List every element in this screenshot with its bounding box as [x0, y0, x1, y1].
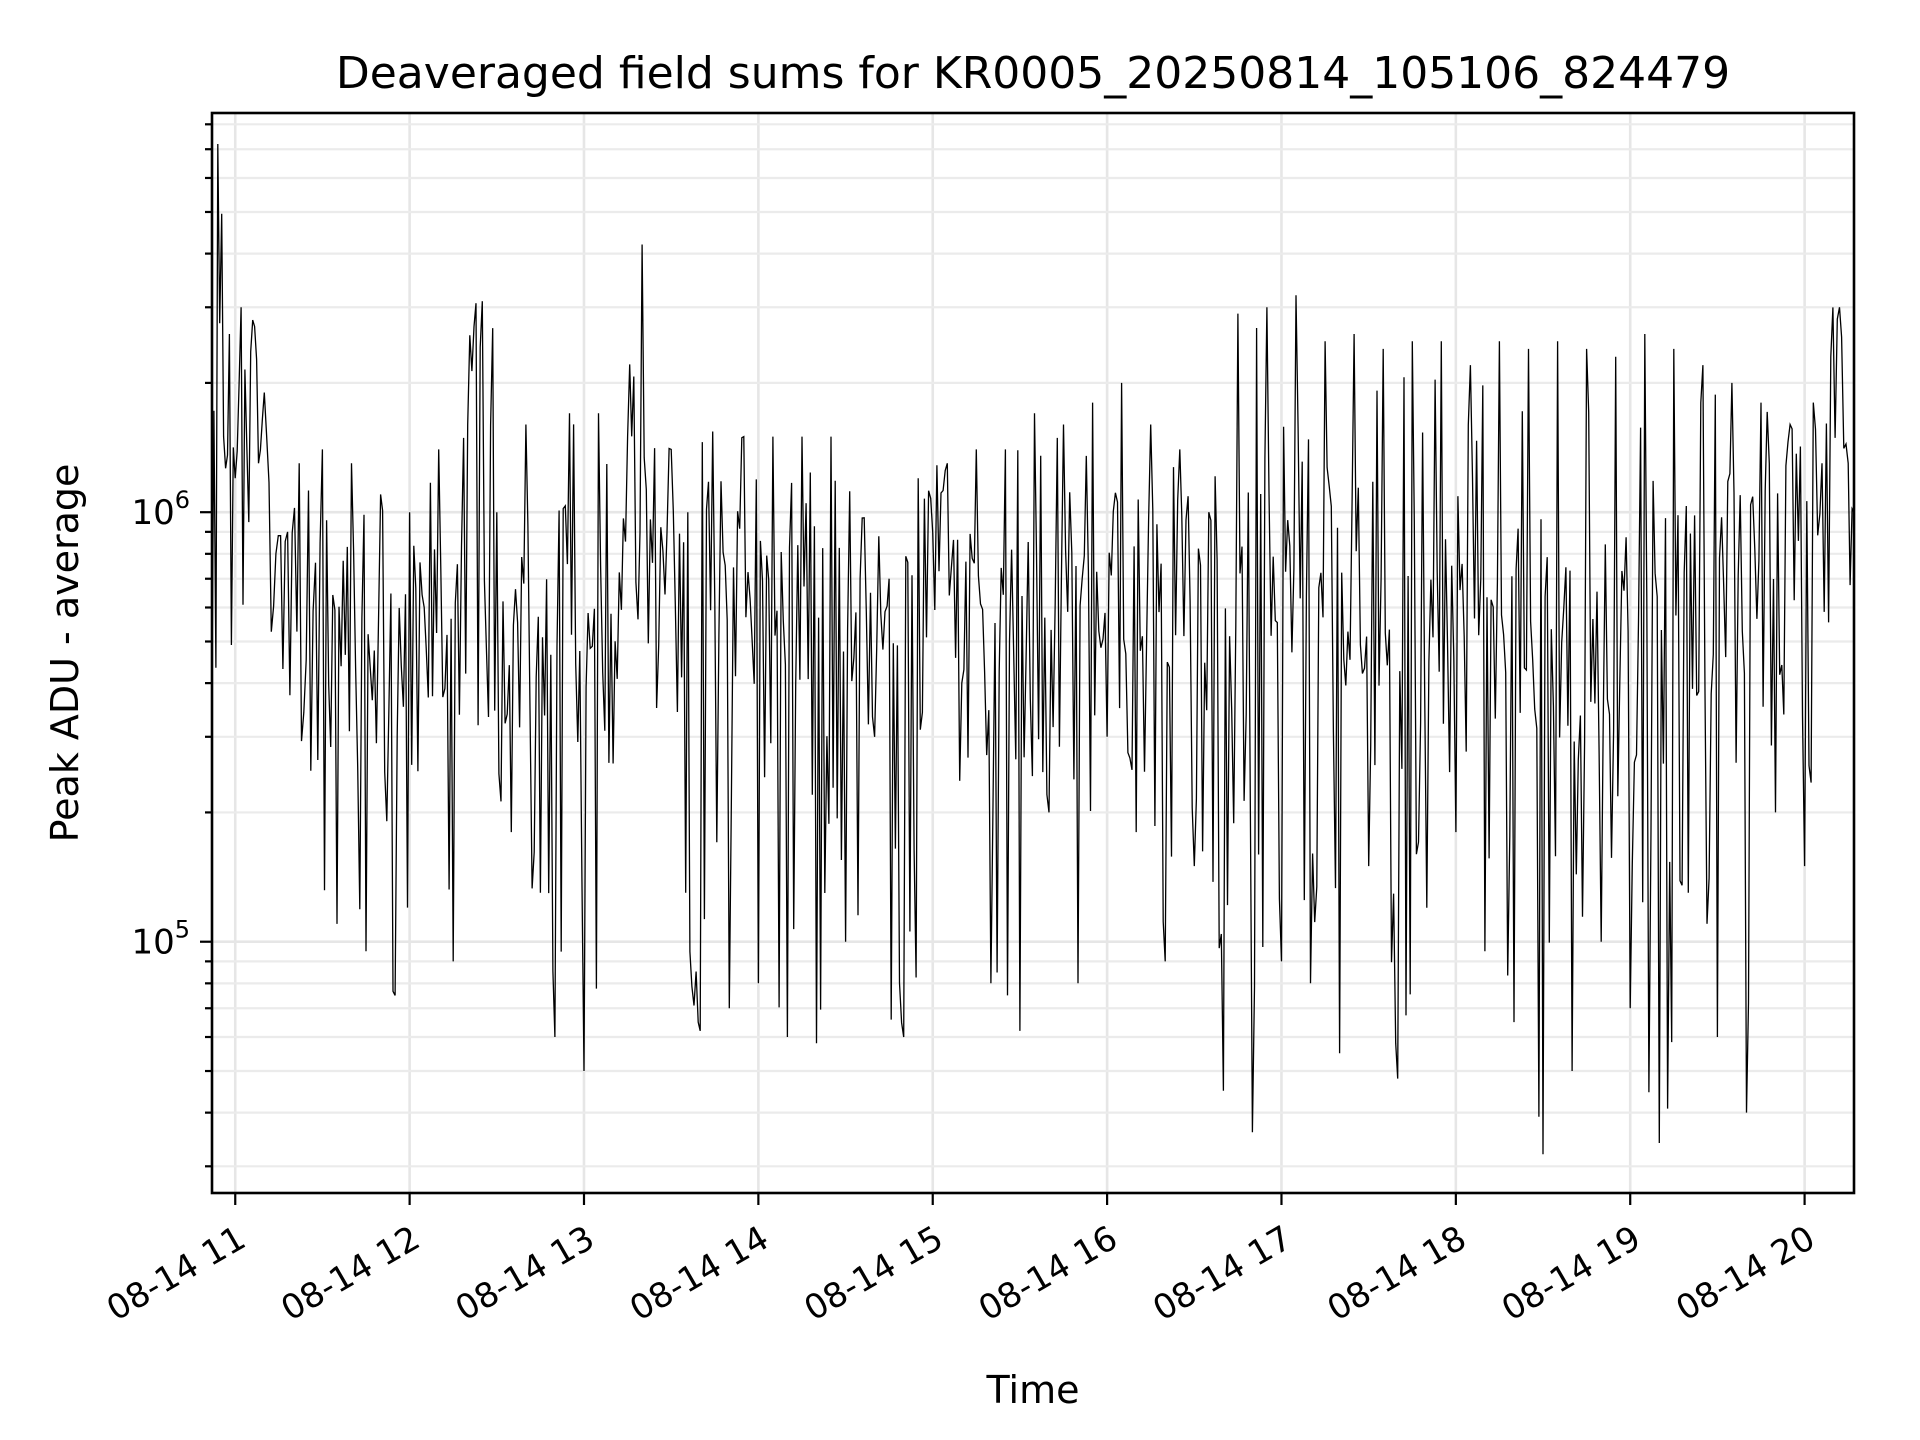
y-tick-label-exponent: 6 [175, 486, 190, 514]
y-tick-label-base: 10 [131, 923, 174, 963]
plot-frame [210, 111, 1856, 1195]
series-layer [211, 143, 1855, 1155]
grid [212, 113, 1854, 1193]
y-tick-label: 106 [131, 486, 190, 533]
x-axis-label: Time [986, 1368, 1080, 1412]
y-axis-label: Peak ADU - average [43, 464, 87, 843]
series-line [211, 143, 1855, 1155]
chart-title: Deaveraged field sums for KR0005_2025081… [336, 48, 1730, 99]
y-tick-label-base: 10 [131, 493, 174, 533]
y-tick-label: 105 [131, 916, 190, 963]
y-tick-label-exponent: 5 [175, 916, 190, 944]
